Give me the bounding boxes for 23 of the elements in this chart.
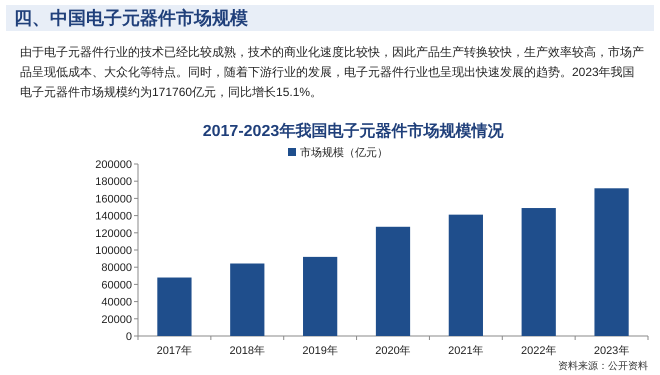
x-tick-label: 2023年 (594, 345, 630, 357)
x-tick-label: 2017年 (156, 345, 192, 357)
x-tick-label: 2021年 (448, 345, 484, 357)
x-tick-label: 2019年 (302, 345, 338, 357)
y-tick-label: 200000 (95, 159, 132, 171)
y-tick-label: 60000 (101, 279, 132, 292)
y-tick-label: 40000 (101, 296, 132, 309)
y-tick-label: 160000 (95, 193, 132, 206)
x-tick-label: 2020年 (375, 345, 411, 357)
x-tick-label: 2022年 (520, 345, 556, 357)
y-tick-label: 120000 (95, 228, 132, 240)
y-tick-label: 0 (126, 331, 132, 343)
y-tick-label: 180000 (95, 176, 132, 188)
x-tick-label: 2018年 (230, 345, 266, 357)
y-tick-label: 140000 (95, 210, 132, 223)
legend-label: 市场规模（亿元） (300, 146, 388, 159)
paragraph: 由于电子元器件行业的技术已经比较成熟，技术的商业化速度比较快，因此产品生产转换较快，生产效率较高，市场产品呈现低成本、大众化等特点。同时，随着下游行业的发展，电子元器件行业也呈现出快速发展的趋势。2023年我国电子元器件市场规模约为171760亿元，同比增长15.1%。 (20, 44, 645, 101)
header: 四、中国电子元器件市场规模 (6, 5, 654, 31)
source: 资料来源：公开资料 (558, 360, 648, 373)
y-tick-label: 80000 (101, 262, 132, 274)
title: 2017-2023年我国电子元器件市场规模情况 (202, 123, 504, 140)
y-tick-label: 20000 (101, 314, 132, 326)
y-tick-label: 100000 (95, 245, 132, 257)
